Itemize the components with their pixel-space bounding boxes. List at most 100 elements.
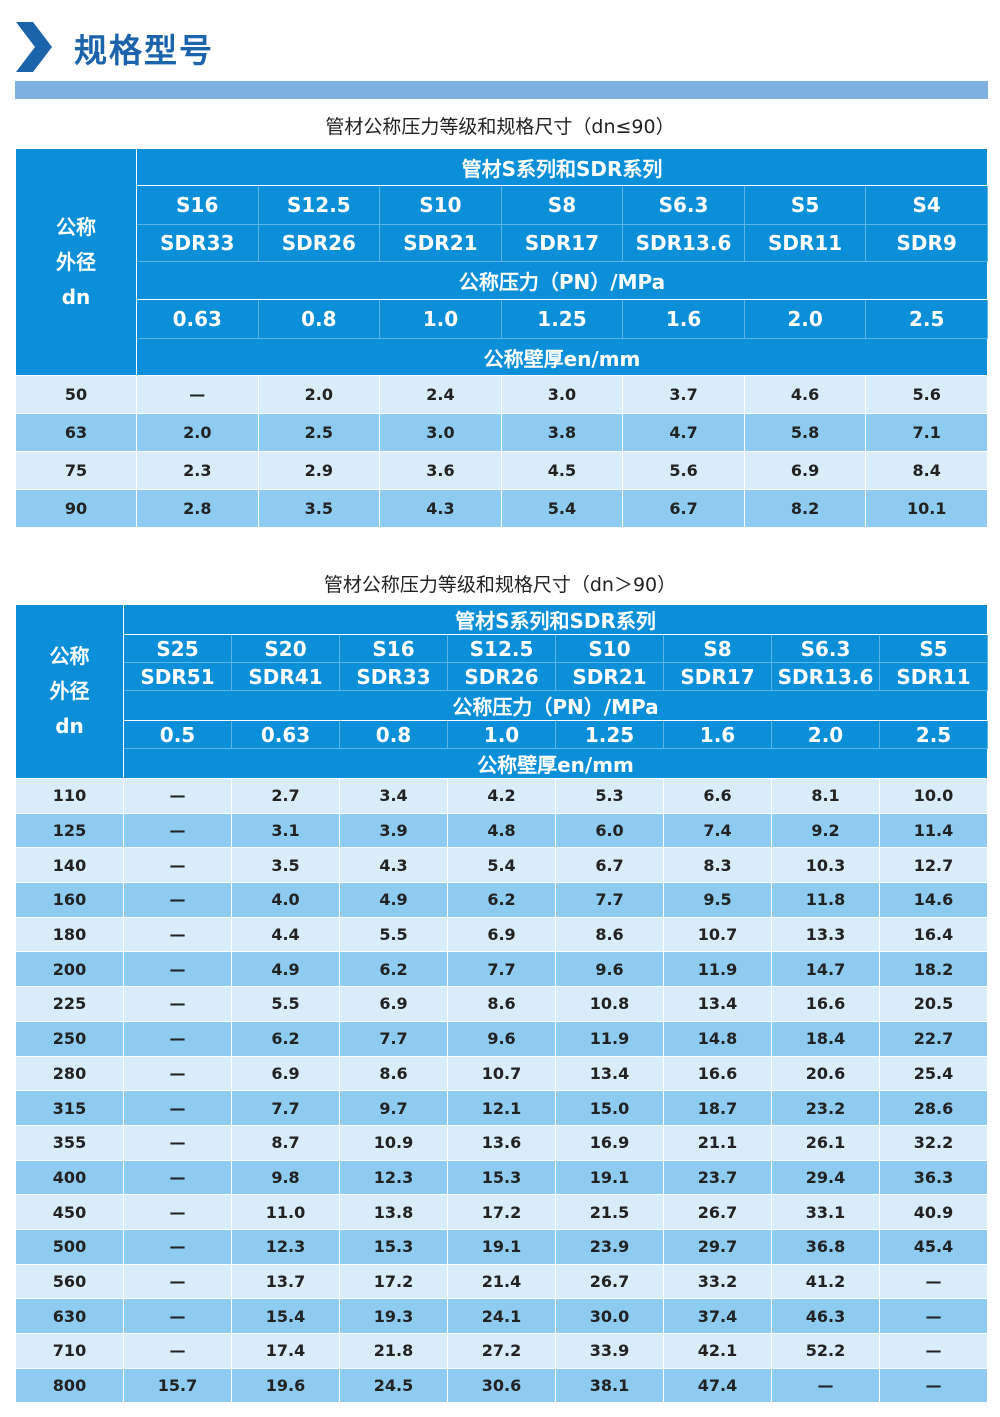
wall-thickness-cell: 8.1 xyxy=(771,778,880,814)
s-series-cell: S10 xyxy=(379,185,502,225)
wall-thickness-cell: 14.8 xyxy=(663,1020,772,1057)
wall-thickness-cell: 10.7 xyxy=(663,916,772,953)
wall-thickness-cell: 13.4 xyxy=(663,986,772,1022)
wall-thickness-cell: 5.5 xyxy=(339,916,448,953)
wall-thickness-cell: 12.3 xyxy=(339,1159,448,1196)
wall-thickness-cell: 10.7 xyxy=(447,1055,556,1092)
header-row: 0.5 0.63 0.8 1.0 1.25 1.6 2.0 2.5 xyxy=(16,720,988,749)
wall-thickness-cell: 36.8 xyxy=(771,1228,880,1265)
wall-thickness-cell: 10.1 xyxy=(865,489,988,528)
dn-cell: 710 xyxy=(15,1333,124,1369)
sdr-series-cell: SDR33 xyxy=(339,662,448,691)
wall-thickness-cell: 17.2 xyxy=(339,1263,448,1300)
table-row: 250—6.2 7.7 9.6 11.9 14.8 18.4 22.7 xyxy=(15,1020,988,1057)
wall-thickness-cell: 3.9 xyxy=(339,812,448,849)
wall-thickness-cell: 10.3 xyxy=(771,847,880,884)
s-series-cell: S4 xyxy=(865,185,988,225)
pn-cell: 1.25 xyxy=(555,720,664,749)
wall-thickness-cell: 18.2 xyxy=(879,951,988,988)
wall-thickness-cell: 2.8 xyxy=(136,489,259,528)
wall-thickness-cell: 4.3 xyxy=(339,847,448,884)
pn-cell: 2.0 xyxy=(743,299,867,339)
wall-thickness-cell: 18.4 xyxy=(771,1020,880,1057)
wall-thickness-cell: 15.0 xyxy=(555,1090,664,1126)
wall-thickness-cell: 6.9 xyxy=(231,1055,340,1092)
wall-thickness-cell: — xyxy=(123,1090,232,1126)
dn-cell: 560 xyxy=(15,1263,124,1300)
wall-thickness-cell: 13.6 xyxy=(447,1124,556,1161)
wall-thickness-cell: 22.7 xyxy=(879,1020,988,1057)
wall-thickness-cell: 16.6 xyxy=(771,986,880,1022)
wall-thickness-cell: 14.7 xyxy=(771,951,880,988)
wall-thickness-cell: 47.4 xyxy=(663,1367,772,1404)
wall-thickness-cell: 20.6 xyxy=(771,1055,880,1092)
pn-cell: 1.25 xyxy=(500,299,624,339)
wall-thickness-cell: 6.7 xyxy=(622,489,745,528)
wall-thickness-cell: 7.7 xyxy=(339,1020,448,1057)
wall-thickness-cell: 7.7 xyxy=(555,882,664,918)
wall-thickness-cell: 19.1 xyxy=(447,1228,556,1265)
header-row: 公称壁厚en/mm xyxy=(16,748,988,779)
wall-thickness-cell: 3.1 xyxy=(231,812,340,849)
header-row: S25 S20 S16 S12.5 S10 S8 S6.3 S5 xyxy=(16,634,988,663)
s-series-cell: S16 xyxy=(136,185,259,225)
header-row: 公称壁厚en/mm xyxy=(16,338,988,376)
table1-caption: 管材公称压力等级和规格尺寸（dn≤90） xyxy=(325,116,675,138)
wall-thickness-cell: 5.6 xyxy=(622,451,745,490)
wall-thickness-cell: 3.7 xyxy=(622,375,745,414)
wall-thickness-cell: 3.0 xyxy=(500,375,624,414)
pn-cell: 2.5 xyxy=(865,299,988,339)
table-row: 63 2.0 2.5 3.0 3.8 4.7 5.8 7.1 xyxy=(15,413,988,452)
pn-cell: 0.8 xyxy=(257,299,381,339)
header-row: 公称 外径 dn 管材S系列和SDR系列 xyxy=(15,604,988,779)
table-row: 560—13.7 17.2 21.4 26.7 33.2 41.2— xyxy=(15,1263,988,1300)
wall-thickness-cell: 26.7 xyxy=(663,1194,772,1230)
wall-thickness-cell: 29.7 xyxy=(663,1228,772,1265)
wall-thickness-cell: 2.0 xyxy=(257,375,381,414)
wall-thickness-cell: 10.0 xyxy=(879,778,988,814)
wall-thickness-cell: 9.6 xyxy=(555,951,664,988)
header-row: 公称压力（PN）/MPa xyxy=(16,261,988,300)
wall-thickness-cell: — xyxy=(123,1263,232,1300)
pn-cell: 1.6 xyxy=(663,720,772,749)
wall-thickness-cell: 3.6 xyxy=(379,451,502,490)
wall-thickness-cell: 21.4 xyxy=(447,1263,556,1300)
sdr-series-cell: SDR33 xyxy=(136,224,259,262)
wall-thickness-cell: 28.6 xyxy=(879,1090,988,1126)
wall-thickness-cell: 9.5 xyxy=(663,882,772,918)
wall-thickness-cell: 13.3 xyxy=(771,916,880,953)
wall-thickness-cell: 2.9 xyxy=(257,451,381,490)
wall-thickness-cell: 16.6 xyxy=(663,1055,772,1092)
table-row: 160—4.0 4.9 6.2 7.7 9.5 11.8 14.6 xyxy=(15,882,988,918)
wall-thickness-cell: 5.8 xyxy=(743,413,867,452)
table-row: 710—17.4 21.8 27.2 33.9 42.1 52.2— xyxy=(15,1333,988,1369)
wall-thickness-cell: 27.2 xyxy=(447,1333,556,1369)
s-series-cell: S5 xyxy=(879,634,988,663)
table-row: 110—2.7 3.4 4.2 5.3 6.6 8.1 10.0 xyxy=(15,778,988,814)
wall-thickness-header: 公称壁厚en/mm xyxy=(136,338,988,376)
wall-thickness-cell: 21.5 xyxy=(555,1194,664,1230)
page-title: 规格型号 xyxy=(74,31,214,70)
wall-thickness-cell: — xyxy=(879,1367,988,1404)
wall-thickness-cell: 2.7 xyxy=(231,778,340,814)
dn-cell: 280 xyxy=(15,1055,124,1092)
dn-label-line: dn xyxy=(61,284,91,309)
wall-thickness-cell: 8.6 xyxy=(339,1055,448,1092)
wall-thickness-cell: 11.4 xyxy=(879,812,988,849)
wall-thickness-cell: 26.1 xyxy=(771,1124,880,1161)
wall-thickness-cell: 6.2 xyxy=(339,951,448,988)
wall-thickness-cell: 13.4 xyxy=(555,1055,664,1092)
wall-thickness-cell: 16.4 xyxy=(879,916,988,953)
wall-thickness-cell: 25.4 xyxy=(879,1055,988,1092)
wall-thickness-cell: 11.9 xyxy=(663,951,772,988)
table-row: 450—11.0 13.8 17.2 21.5 26.7 33.1 40.9 xyxy=(15,1194,988,1230)
table-row: 200—4.9 6.2 7.7 9.6 11.9 14.7 18.2 xyxy=(15,951,988,988)
wall-thickness-cell: 9.2 xyxy=(771,812,880,849)
pn-cell: 0.63 xyxy=(231,720,340,749)
sdr-series-cell: SDR26 xyxy=(447,662,556,691)
wall-thickness-cell: — xyxy=(123,1020,232,1057)
wall-thickness-cell: — xyxy=(123,1194,232,1230)
pn-header: 公称压力（PN）/MPa xyxy=(123,690,988,721)
pn-cell: 1.0 xyxy=(379,299,502,339)
table-row: 400—9.8 12.3 15.3 19.1 23.7 29.4 36.3 xyxy=(15,1159,988,1196)
